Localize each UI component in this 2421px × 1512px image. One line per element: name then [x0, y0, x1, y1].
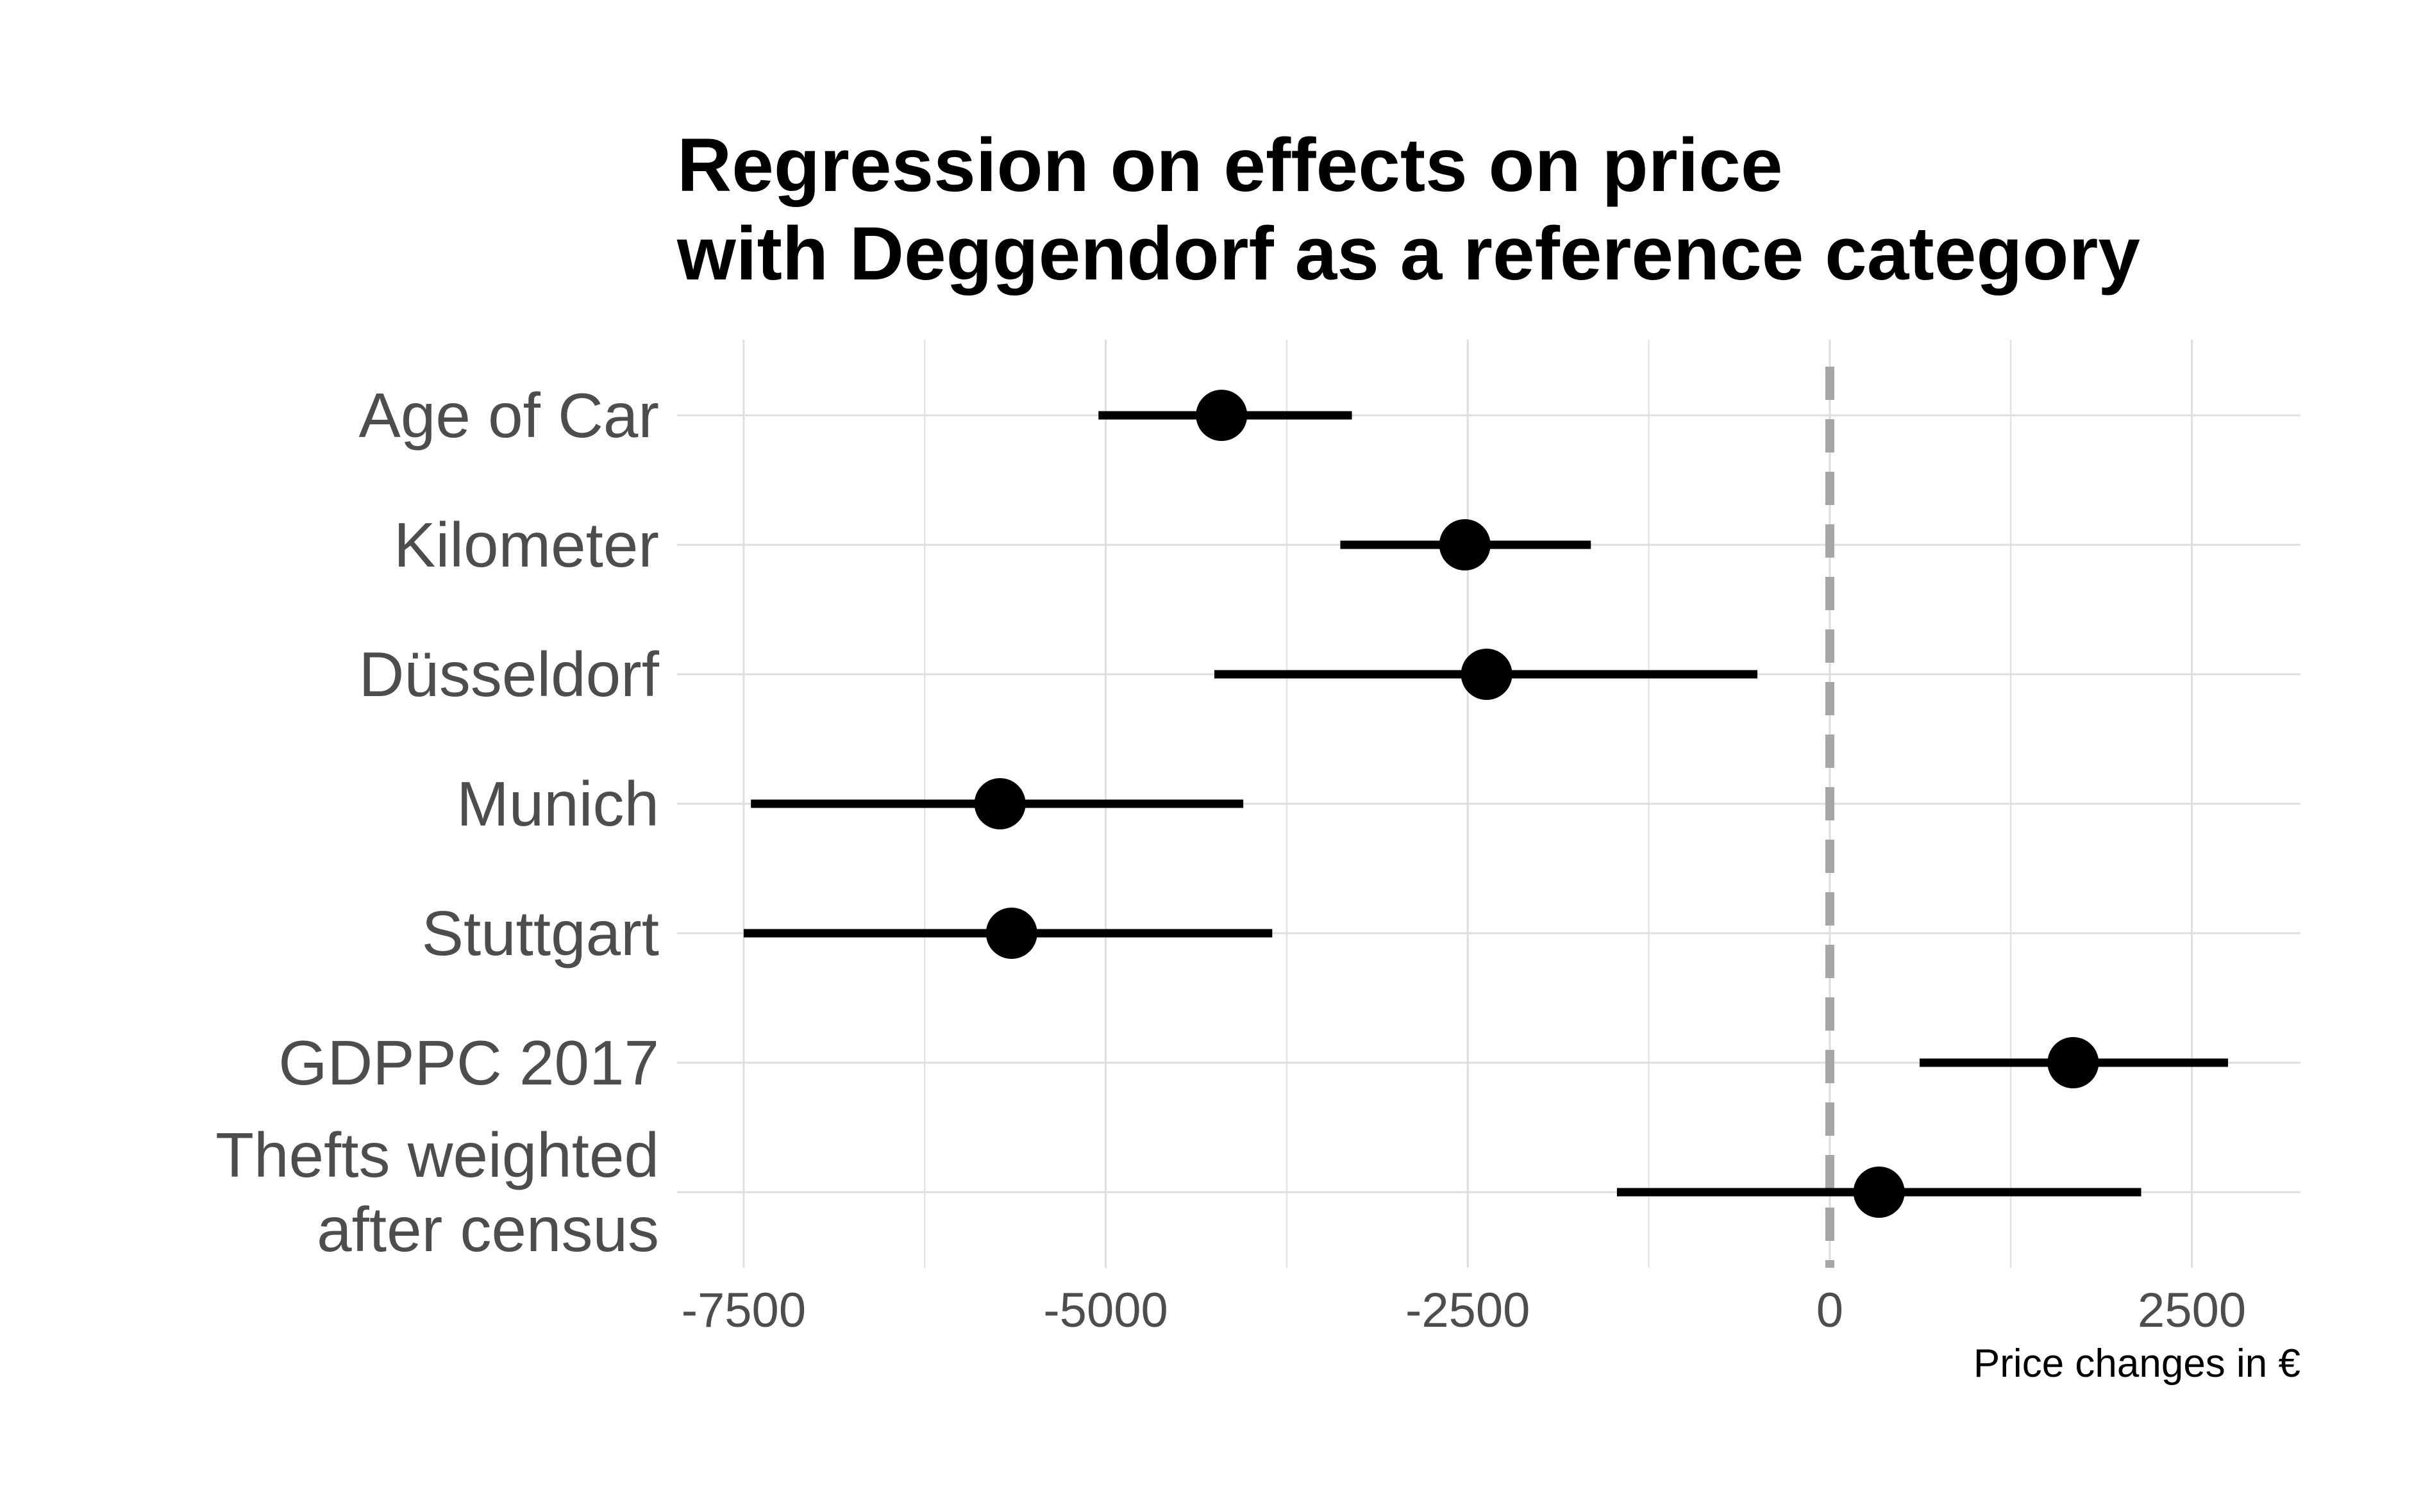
- category-label: Düsseldorf: [359, 639, 660, 710]
- x-tick-label: -2500: [1405, 1283, 1530, 1338]
- x-tick-label: -5000: [1043, 1283, 1168, 1338]
- estimate-point: [2047, 1037, 2099, 1088]
- estimate-point: [1853, 1167, 1905, 1218]
- estimate-point: [1196, 390, 1248, 441]
- category-label: Munich: [457, 768, 659, 839]
- category-label: Thefts weighted: [215, 1120, 659, 1190]
- x-tick-label: 2500: [2138, 1283, 2246, 1338]
- category-label: Age of Car: [359, 380, 659, 451]
- chart-title-line-1: Regression on effects on price: [677, 123, 1783, 208]
- category-label: after census: [317, 1194, 659, 1265]
- estimate-point: [1439, 519, 1491, 570]
- category-label: Stuttgart: [422, 898, 659, 968]
- estimate-point: [985, 908, 1037, 959]
- y-axis-labels: Age of Car Kilometer Düsseldorf Munich Stutt…: [215, 380, 660, 1265]
- estimate-point: [1461, 649, 1512, 700]
- x-tick-label: 0: [1816, 1283, 1843, 1338]
- category-label: GDPPC 2017: [278, 1027, 659, 1098]
- data-marks: [743, 390, 2229, 1218]
- grid: [677, 340, 2300, 1268]
- x-tick-label: -7500: [682, 1283, 806, 1338]
- x-axis-ticks: -7500 -5000 -2500 0 2500: [682, 1283, 2246, 1338]
- category-label: Kilometer: [394, 510, 659, 580]
- chart-title-line-2: with Deggendorf as a reference category: [676, 212, 2140, 296]
- estimate-point: [974, 778, 1026, 829]
- x-axis-title: Price changes in €: [1973, 1342, 2300, 1386]
